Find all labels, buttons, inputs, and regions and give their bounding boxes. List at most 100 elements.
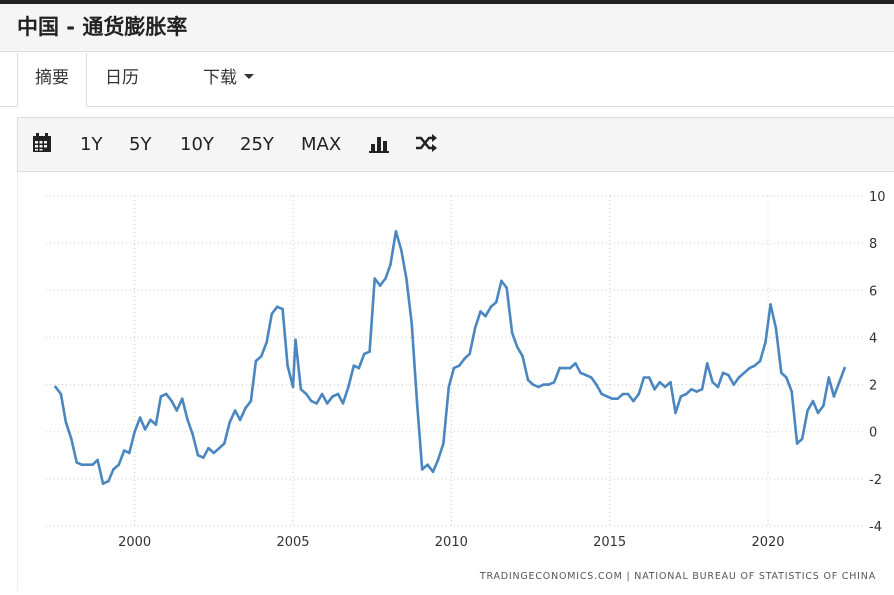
- data-point: [447, 385, 451, 389]
- data-point: [170, 399, 173, 403]
- x-tick-label: 2005: [276, 535, 309, 550]
- bar-chart-icon[interactable]: [368, 132, 390, 154]
- y-tick-label: 8: [869, 237, 877, 252]
- y-tick-label: 6: [869, 284, 877, 299]
- calendar-icon[interactable]: [31, 132, 53, 154]
- data-point: [500, 279, 503, 283]
- x-tick-label: 2010: [435, 535, 468, 550]
- data-point: [843, 366, 846, 370]
- range-max-button[interactable]: MAX: [301, 134, 342, 155]
- tab-download-label: 下载: [203, 68, 237, 88]
- data-point: [107, 479, 110, 483]
- chart-source-credit: TRADINGECONOMICS.COM | NATIONAL BUREAU O…: [479, 571, 876, 582]
- data-point: [175, 409, 179, 412]
- data-point: [685, 392, 688, 396]
- range-10y-button[interactable]: 10Y: [180, 134, 214, 155]
- data-point: [233, 409, 237, 412]
- x-tick-label: 2000: [118, 535, 151, 550]
- data-point: [647, 376, 651, 379]
- data-point: [275, 305, 279, 309]
- data-point: [637, 392, 641, 396]
- data-point: [495, 300, 498, 304]
- data-point: [838, 380, 841, 384]
- data-point: [362, 352, 366, 356]
- inflation-series-line: [54, 230, 846, 485]
- data-point: [827, 376, 831, 379]
- tab-summary[interactable]: 摘要: [17, 53, 87, 107]
- data-point: [133, 430, 136, 434]
- data-point: [384, 277, 387, 280]
- data-point: [299, 388, 303, 391]
- data-point: [758, 359, 762, 363]
- data-point: [159, 395, 163, 398]
- data-point: [75, 461, 78, 464]
- shuffle-icon[interactable]: [415, 132, 437, 154]
- data-point: [186, 418, 189, 422]
- tab-bar: 摘要 日历 下载: [0, 53, 894, 107]
- data-point: [122, 449, 126, 452]
- tab-download[interactable]: 下载: [203, 53, 254, 107]
- data-point: [484, 314, 487, 318]
- data-point: [727, 373, 730, 377]
- data-point: [510, 331, 514, 335]
- tab-calendar[interactable]: 日历: [105, 68, 139, 88]
- data-point: [463, 357, 466, 360]
- data-point: [505, 286, 509, 290]
- data-point: [452, 366, 456, 370]
- range-1y-button[interactable]: 1Y: [80, 134, 103, 155]
- data-point: [479, 310, 482, 313]
- data-point: [764, 340, 767, 344]
- data-point: [436, 458, 440, 462]
- data-point: [265, 340, 269, 344]
- data-point: [80, 463, 84, 467]
- data-point: [410, 322, 414, 325]
- inflation-line-chart: 10 8 6 4 2 0 -2 -4 2000 2005 2010 2015 2020: [46, 190, 886, 550]
- data-point: [315, 402, 319, 405]
- data-point: [378, 284, 382, 287]
- data-point: [780, 371, 783, 375]
- data-point: [658, 380, 661, 384]
- data-point: [405, 277, 408, 280]
- data-point: [368, 350, 371, 353]
- data-point: [568, 366, 572, 370]
- data-point: [552, 380, 556, 384]
- data-point: [400, 248, 403, 252]
- data-point: [389, 263, 392, 266]
- range-25y-button[interactable]: 25Y: [240, 134, 274, 155]
- data-point: [674, 411, 677, 415]
- range-5y-button[interactable]: 5Y: [129, 134, 152, 155]
- data-point: [270, 312, 274, 316]
- data-point: [742, 371, 746, 375]
- data-point: [690, 388, 693, 391]
- data-point: [373, 277, 377, 280]
- data-point: [202, 456, 205, 459]
- data-point: [347, 385, 350, 389]
- data-point: [816, 411, 820, 415]
- data-point: [669, 380, 672, 384]
- data-point: [426, 463, 429, 467]
- data-point: [128, 451, 131, 455]
- data-point: [748, 366, 751, 370]
- data-point: [180, 397, 184, 401]
- data-point: [228, 421, 231, 424]
- data-point: [191, 432, 194, 436]
- data-point: [716, 385, 720, 389]
- chart-toolbar: 1Y 5Y 10Y 25Y MAX: [17, 117, 894, 172]
- y-tick-label: 4: [869, 331, 877, 346]
- data-point: [54, 385, 57, 389]
- data-point: [653, 388, 656, 391]
- y-tick-label: 0: [869, 426, 877, 441]
- data-point: [320, 392, 324, 396]
- data-point: [526, 378, 530, 382]
- data-point: [331, 395, 334, 398]
- y-tick-label: -4: [869, 520, 882, 535]
- data-point: [352, 364, 356, 368]
- data-point: [822, 404, 825, 408]
- data-point: [286, 364, 289, 368]
- data-point: [616, 397, 619, 401]
- data-point: [394, 230, 398, 233]
- data-point: [59, 392, 63, 396]
- data-point: [531, 383, 535, 386]
- data-point: [563, 366, 566, 370]
- data-point: [811, 399, 815, 403]
